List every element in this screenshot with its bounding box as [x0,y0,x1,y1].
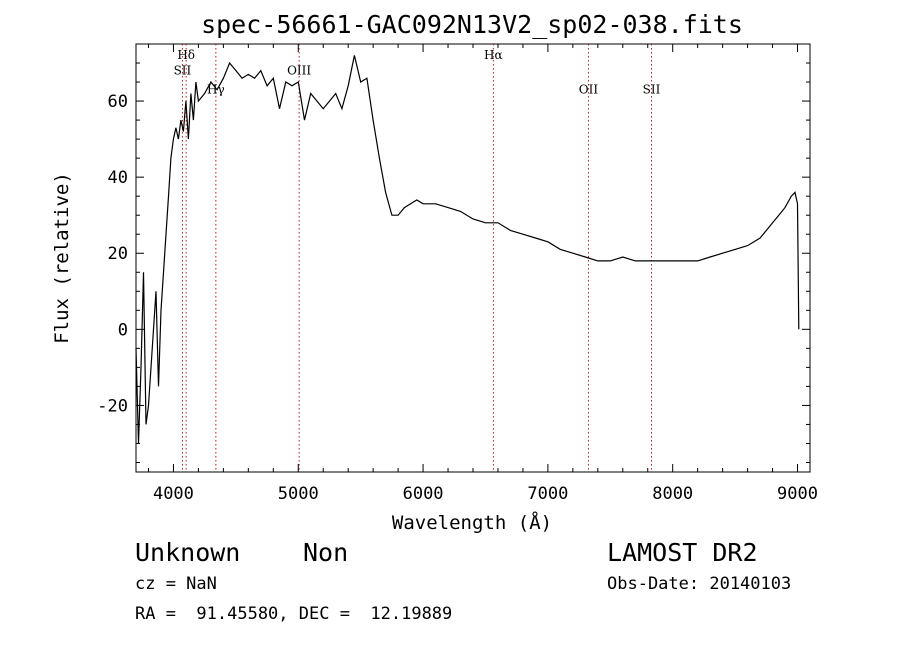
y-tick-label: 60 [108,92,128,112]
x-tick-label: 5000 [278,484,319,504]
x-tick-label: 8000 [652,484,693,504]
x-axis-label: Wavelength (Å) [392,511,552,534]
object-class: Unknown [135,538,241,567]
emission-line-label: Hα [484,48,503,62]
emission-line-label: OIII [287,63,311,77]
observation-date: Obs-Date: 20140103 [607,574,792,594]
x-tick-label: 6000 [403,484,444,504]
survey-name: LAMOST DR2 [607,538,758,567]
y-tick-label: 0 [118,320,128,340]
y-tick-label: -20 [97,396,128,416]
y-axis-label: Flux (relative) [51,172,73,344]
object-subclass: Non [303,538,349,567]
coordinates: RA = 91.45580, DEC = 12.19889 [135,604,453,624]
emission-line-label: SII [174,63,192,77]
axis-ticks: 4000 5000 6000 7000 8000 9000 -20 0 20 40 60 [97,43,818,504]
emission-line-label: Hδ [177,48,195,62]
spectrum-chart: spec-56661-GAC092N13V2_sp02-038.fits HδS… [51,10,818,534]
emission-line-label: Hγ [207,82,225,96]
y-tick-label: 40 [108,168,128,188]
spectrum-series [135,55,800,444]
emission-line-label: OII [579,82,599,96]
x-tick-label: 4000 [153,484,194,504]
x-tick-label: 9000 [777,484,818,504]
redshift-cz: cz = NaN [135,574,217,594]
spectrum-line [135,55,800,444]
y-tick-label: 20 [108,244,128,264]
emission-line-label: SII [643,82,661,96]
x-tick-label: 7000 [527,484,568,504]
chart-title: spec-56661-GAC092N13V2_sp02-038.fits [201,10,743,39]
